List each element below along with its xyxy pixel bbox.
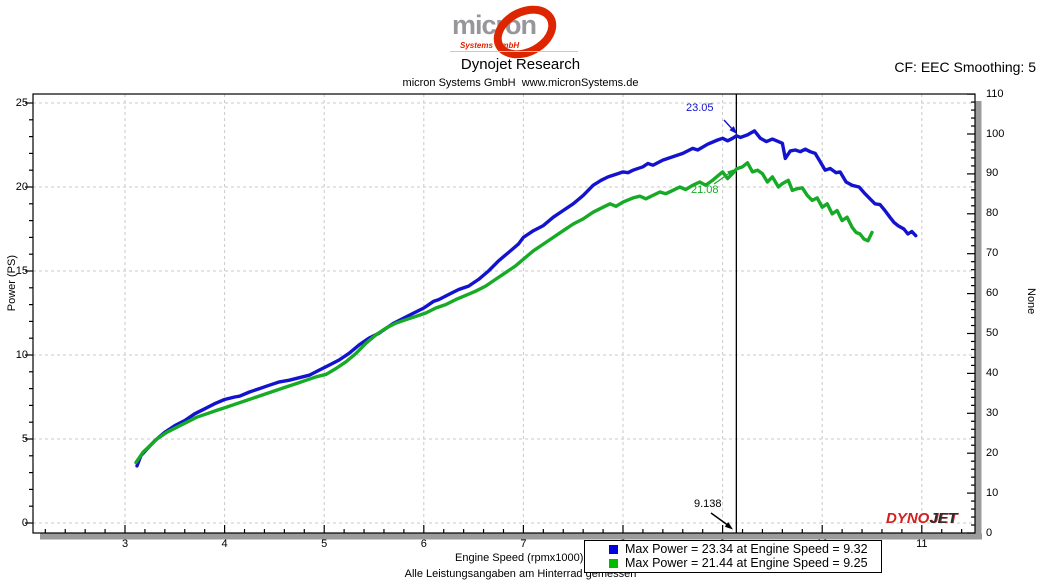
- left-tick-label: 10: [15, 348, 28, 361]
- right-tick-label: 40: [986, 366, 999, 379]
- dynojet-logo-dyno: DYNO: [886, 510, 930, 527]
- right-tick-label: 80: [986, 207, 999, 220]
- right-axis-title: None: [1025, 288, 1037, 315]
- green-annotation-arrowhead: [727, 169, 735, 176]
- left-tick-label: 15: [15, 264, 28, 277]
- right-tick-label: 20: [986, 446, 999, 459]
- page-subtitle: micron Systems GmbH www.micronSystems.de: [402, 77, 639, 89]
- left-tick-label: 5: [21, 432, 28, 445]
- left-tick-label: 20: [15, 180, 28, 193]
- green-annotation-arrow: [713, 171, 732, 185]
- correction-factor-label: CF: EEC Smoothing: 5: [894, 59, 1036, 75]
- axis-ticks: [25, 93, 975, 534]
- blue-series-swatch: [609, 544, 618, 554]
- max-power-legend: Max Power = 23.34 at Engine Speed = 9.32…: [584, 540, 882, 573]
- right-tick-label: 60: [986, 287, 999, 300]
- x-tick-label: 11: [916, 538, 928, 550]
- plot-frame: [32, 93, 976, 534]
- legend-label-green: Max Power = 21.44 at Engine Speed = 9.25: [625, 556, 868, 570]
- marker-annotation-arrowhead: [724, 522, 733, 530]
- right-tick-label: 30: [986, 406, 999, 419]
- left-tick-label: 25: [15, 96, 28, 109]
- x-tick-label: 7: [520, 538, 527, 550]
- right-tick-label: 50: [986, 327, 999, 339]
- x-tick-label: 3: [121, 538, 129, 550]
- right-tick-label: 100: [986, 127, 1005, 140]
- left-axis-title: Power (PS): [6, 255, 18, 312]
- page-title: Dynojet Research: [460, 56, 581, 73]
- right-tick-label: 0: [986, 526, 993, 539]
- legend-row-blue: Max Power = 23.34 at Engine Speed = 9.32: [585, 542, 881, 556]
- dynojet-logo: DYNOJET: [886, 510, 957, 527]
- marker-annotation-arrow: [710, 512, 730, 527]
- dynojet-logo-jet: JET: [929, 510, 957, 527]
- legend-row-green: Max Power = 21.44 at Engine Speed = 9.25: [585, 556, 881, 570]
- plot-shadow: [40, 101, 982, 540]
- gridlines: [33, 94, 975, 533]
- blue-value-annotation: 23.05: [686, 102, 714, 114]
- right-tick-label: 90: [986, 167, 999, 180]
- x-tick-label: 5: [321, 538, 328, 550]
- footer-note: Alle Leistungsangaben am Hinterrad gemes…: [404, 568, 637, 580]
- legend-label-blue: Max Power = 23.34 at Engine Speed = 9.32: [625, 542, 868, 556]
- logo-underline: [450, 51, 578, 52]
- micron-logo-subtext: Systems GmbH: [460, 41, 520, 50]
- right-tick-label: 10: [986, 486, 999, 499]
- right-tick-label: 70: [986, 247, 999, 260]
- x-tick-label: 6: [420, 538, 427, 550]
- annotation-arrows: [710, 119, 737, 530]
- green-series-swatch: [609, 558, 618, 568]
- micron-logo: micron: [452, 10, 537, 40]
- x-tick-label: 4: [221, 538, 228, 550]
- right-tick-label: 110: [986, 87, 1004, 100]
- marker-speed-annotation: 9.138: [694, 498, 722, 510]
- blue-annotation-arrowhead: [729, 126, 737, 134]
- green-value-annotation: 21.08: [691, 184, 719, 196]
- left-tick-label: 0: [21, 516, 28, 529]
- x-axis-title: Engine Speed (rpmx1000): [455, 552, 584, 564]
- power-curves: [134, 129, 918, 468]
